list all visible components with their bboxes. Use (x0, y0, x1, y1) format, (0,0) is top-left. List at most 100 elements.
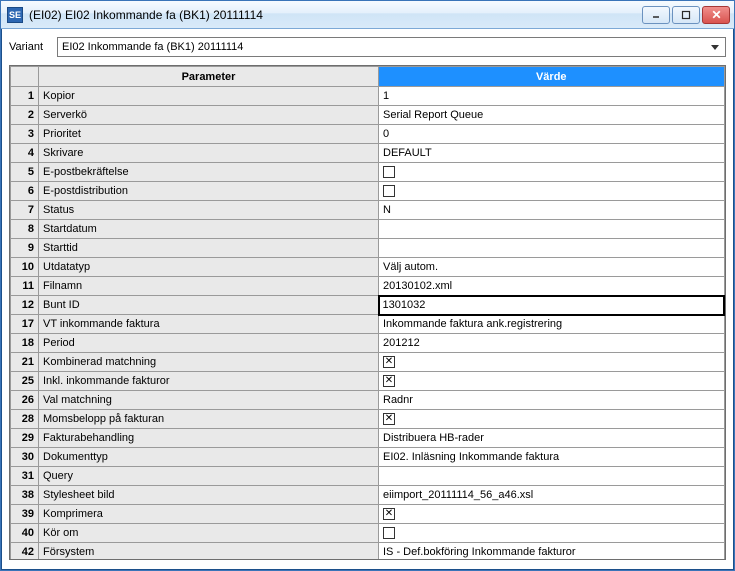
value-cell[interactable] (379, 410, 725, 429)
row-number[interactable]: 29 (11, 429, 39, 448)
row-number[interactable]: 30 (11, 448, 39, 467)
parameter-cell: Kombinerad matchning (39, 353, 379, 372)
table-row[interactable]: 6E-postdistribution (11, 182, 725, 201)
parameter-cell: Period (39, 334, 379, 353)
checkbox[interactable] (383, 508, 395, 520)
row-number[interactable]: 2 (11, 106, 39, 125)
row-number[interactable]: 3 (11, 125, 39, 144)
table-row[interactable]: 5E-postbekräftelse (11, 163, 725, 182)
checkbox[interactable] (383, 356, 395, 368)
value-cell[interactable]: DEFAULT (379, 144, 725, 163)
table-row[interactable]: 17VT inkommande fakturaInkommande faktur… (11, 315, 725, 334)
table-row[interactable]: 9Starttid (11, 239, 725, 258)
row-number[interactable]: 11 (11, 277, 39, 296)
value-cell[interactable]: 1 (379, 87, 725, 106)
table-row[interactable]: 42FörsystemIS - Def.bokföring Inkommande… (11, 543, 725, 561)
row-number[interactable]: 28 (11, 410, 39, 429)
value-cell[interactable]: 201212 (379, 334, 725, 353)
value-cell[interactable] (379, 163, 725, 182)
table-row[interactable]: 28Momsbelopp på fakturan (11, 410, 725, 429)
value-cell[interactable]: N (379, 201, 725, 220)
value-cell[interactable] (379, 353, 725, 372)
table-row[interactable]: 40Kör om (11, 524, 725, 543)
value-cell[interactable] (379, 182, 725, 201)
titlebar[interactable]: SE (EI02) EI02 Inkommande fa (BK1) 20111… (1, 1, 734, 29)
table-row[interactable]: 29FakturabehandlingDistribuera HB-rader (11, 429, 725, 448)
checkbox[interactable] (383, 166, 395, 178)
parameter-cell: Serverkö (39, 106, 379, 125)
table-row[interactable]: 4SkrivareDEFAULT (11, 144, 725, 163)
value-cell[interactable] (379, 467, 725, 486)
row-number[interactable]: 18 (11, 334, 39, 353)
row-number[interactable]: 5 (11, 163, 39, 182)
value-cell[interactable] (379, 524, 725, 543)
parameter-cell: Startdatum (39, 220, 379, 239)
table-row[interactable]: 2ServerköSerial Report Queue (11, 106, 725, 125)
close-button[interactable] (702, 6, 730, 24)
row-number[interactable]: 40 (11, 524, 39, 543)
parameter-cell: Bunt ID (39, 296, 379, 315)
row-number[interactable]: 8 (11, 220, 39, 239)
row-number[interactable]: 38 (11, 486, 39, 505)
table-row[interactable]: 21Kombinerad matchning (11, 353, 725, 372)
value-cell[interactable]: EI02. Inläsning Inkommande faktura (379, 448, 725, 467)
row-number[interactable]: 10 (11, 258, 39, 277)
value-cell[interactable]: 0 (379, 125, 725, 144)
table-row[interactable]: 3Prioritet0 (11, 125, 725, 144)
table-row[interactable]: 8Startdatum (11, 220, 725, 239)
table-row[interactable]: 10UtdatatypVälj autom. (11, 258, 725, 277)
value-cell[interactable]: Välj autom. (379, 258, 725, 277)
row-number[interactable]: 1 (11, 87, 39, 106)
value-cell[interactable]: Distribuera HB-rader (379, 429, 725, 448)
table-row[interactable]: 12Bunt ID1301032 (11, 296, 725, 315)
value-cell[interactable]: Serial Report Queue (379, 106, 725, 125)
value-cell[interactable] (379, 505, 725, 524)
table-row[interactable]: 25Inkl. inkommande fakturor (11, 372, 725, 391)
row-number[interactable]: 21 (11, 353, 39, 372)
row-number[interactable]: 39 (11, 505, 39, 524)
checkbox[interactable] (383, 413, 395, 425)
parameter-cell: Utdatatyp (39, 258, 379, 277)
table-row[interactable]: 7StatusN (11, 201, 725, 220)
table-row[interactable]: 31Query (11, 467, 725, 486)
table-row[interactable]: 38Stylesheet bildeiimport_20111114_56_a4… (11, 486, 725, 505)
row-number[interactable]: 4 (11, 144, 39, 163)
parameter-grid[interactable]: Parameter Värde 1Kopior12ServerköSerial … (9, 65, 726, 560)
minimize-button[interactable] (642, 6, 670, 24)
maximize-button[interactable] (672, 6, 700, 24)
row-number[interactable]: 7 (11, 201, 39, 220)
app-icon: SE (7, 7, 23, 23)
checkbox[interactable] (383, 185, 395, 197)
row-number[interactable]: 12 (11, 296, 39, 315)
column-header-value[interactable]: Värde (379, 67, 725, 87)
table-row[interactable]: 11Filnamn20130102.xml (11, 277, 725, 296)
parameter-cell: E-postdistribution (39, 182, 379, 201)
row-number[interactable]: 25 (11, 372, 39, 391)
table-row[interactable]: 39Komprimera (11, 505, 725, 524)
row-number[interactable]: 6 (11, 182, 39, 201)
value-cell[interactable] (379, 239, 725, 258)
table-row[interactable]: 18Period201212 (11, 334, 725, 353)
value-cell[interactable]: eiimport_20111114_56_a46.xsl (379, 486, 725, 505)
value-cell[interactable]: IS - Def.bokföring Inkommande fakturor (379, 543, 725, 561)
parameter-cell: Momsbelopp på fakturan (39, 410, 379, 429)
value-cell[interactable] (379, 372, 725, 391)
table-row[interactable]: 1Kopior1 (11, 87, 725, 106)
value-cell[interactable]: 20130102.xml (379, 277, 725, 296)
column-header-parameter[interactable]: Parameter (39, 67, 379, 87)
row-number[interactable]: 26 (11, 391, 39, 410)
value-cell[interactable]: Inkommande faktura ank.registrering (379, 315, 725, 334)
value-cell[interactable]: Radnr (379, 391, 725, 410)
checkbox[interactable] (383, 375, 395, 387)
row-number[interactable]: 17 (11, 315, 39, 334)
value-cell[interactable]: 1301032 (379, 296, 725, 315)
row-number[interactable]: 42 (11, 543, 39, 561)
row-number[interactable]: 31 (11, 467, 39, 486)
variant-select[interactable]: EI02 Inkommande fa (BK1) 20111114 (57, 37, 726, 57)
parameter-cell: Kopior (39, 87, 379, 106)
table-row[interactable]: 30DokumenttypEI02. Inläsning Inkommande … (11, 448, 725, 467)
checkbox[interactable] (383, 527, 395, 539)
value-cell[interactable] (379, 220, 725, 239)
table-row[interactable]: 26Val matchningRadnr (11, 391, 725, 410)
row-number[interactable]: 9 (11, 239, 39, 258)
